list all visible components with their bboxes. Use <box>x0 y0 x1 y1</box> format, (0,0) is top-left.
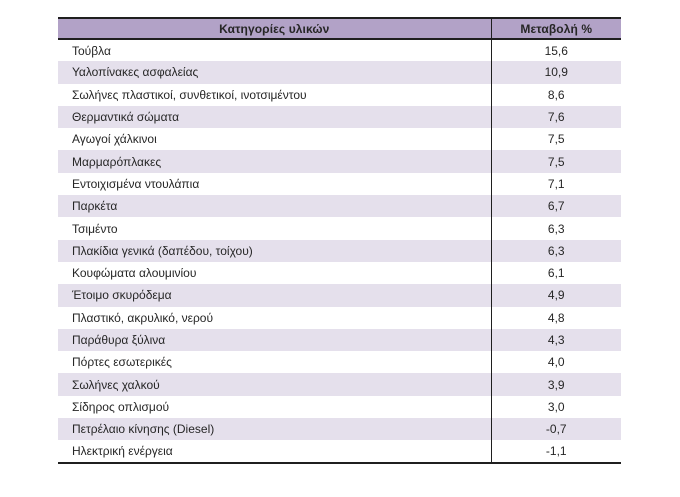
table-row: Παράθυρα ξύλινα 4,3 <box>58 328 621 352</box>
change-value-cell: 6,7 <box>490 195 621 218</box>
material-category-cell: Πλακίδια γενικά (δαπέδου, τοίχου) <box>58 239 491 262</box>
table-row: Πλακίδια γενικά (δαπέδου, τοίχου) 6,3 <box>58 239 621 262</box>
change-value-cell: 3,9 <box>490 373 621 396</box>
change-value-cell: 6,3 <box>490 217 621 240</box>
change-value-cell: 4,9 <box>490 284 621 307</box>
change-value-cell: 6,3 <box>490 239 621 262</box>
table-row: Ηλεκτρική ενέργεια -1,1 <box>58 440 621 463</box>
material-category-cell: Τσιμέντο <box>72 221 118 236</box>
change-value-cell: 6,1 <box>490 261 621 285</box>
material-category-cell: Τούβλα <box>72 43 111 58</box>
table-row: Έτοιμο σκυρόδεμα 4,9 <box>58 284 621 307</box>
table-row: Πλαστικό, ακρυλικό, νερού 4,8 <box>58 306 621 329</box>
change-value-cell: -0,7 <box>490 418 621 441</box>
material-category-cell: Κουφώματα αλουμινίου <box>72 266 197 281</box>
change-value-cell: 7,1 <box>490 172 621 196</box>
material-category-cell: Πετρέλαιο κίνησης (Diesel) <box>58 418 491 441</box>
change-value-cell: 3,0 <box>490 395 621 419</box>
change-value-cell: 7,5 <box>490 128 621 151</box>
material-category-cell: Παράθυρα ξύλινα <box>58 328 491 352</box>
table-row: Παρκέτα 6,7 <box>58 195 621 218</box>
table-row: Τσιμέντο 6,3 <box>58 217 621 240</box>
material-category-cell: Σωλήνες πλαστικοί, συνθετικοί, ινοτσιμέν… <box>72 87 307 102</box>
document-page-table-area: Κατηγορίες υλικών Μεταβολή % Τούβλα 15,6… <box>58 17 621 464</box>
table-row: Πόρτες εσωτερικές 4,0 <box>58 351 621 374</box>
table-body: Τούβλα 15,6 Υαλοπίνακες ασφαλείας 10,9 Σ… <box>58 39 621 463</box>
table-row: Εντοιχισμένα ντουλάπια 7,1 <box>58 172 621 196</box>
materials-change-table: Κατηγορίες υλικών Μεταβολή % Τούβλα 15,6… <box>58 17 621 464</box>
material-category-cell: Εντοιχισμένα ντουλάπια <box>72 176 200 191</box>
material-category-cell: Πόρτες εσωτερικές <box>72 355 172 370</box>
table-row: Κουφώματα αλουμινίου 6,1 <box>58 261 621 285</box>
change-value-cell: 8,6 <box>490 83 621 106</box>
change-value-cell: 7,6 <box>490 105 621 129</box>
change-value-cell: -1,1 <box>490 440 621 463</box>
material-category-cell: Σίδηρος οπλισμού <box>72 399 170 414</box>
change-value-cell: 4,8 <box>490 306 621 329</box>
change-value-cell: 4,3 <box>490 328 621 352</box>
table-row: Τούβλα 15,6 <box>58 39 621 62</box>
material-category-cell: Έτοιμο σκυρόδεμα <box>58 284 491 307</box>
material-category-cell: Πλαστικό, ακρυλικό, νερού <box>72 310 214 325</box>
table-row: Αγωγοί χάλκινοι 7,5 <box>58 128 621 151</box>
material-category-cell: Αγωγοί χάλκινοι <box>72 132 157 147</box>
table-row: Πετρέλαιο κίνησης (Diesel) -0,7 <box>58 418 621 441</box>
table-row: Θερμαντικά σώματα 7,6 <box>58 105 621 129</box>
material-category-cell: Θερμαντικά σώματα <box>58 105 491 129</box>
table-row: Σίδηρος οπλισμού 3,0 <box>58 395 621 419</box>
table-row: Μαρμαρόπλακες 7,5 <box>58 150 621 173</box>
change-value-cell: 10,9 <box>490 61 621 84</box>
material-category-cell: Υαλοπίνακες ασφαλείας <box>58 61 491 84</box>
change-value-cell: 7,5 <box>490 150 621 173</box>
table-row: Υαλοπίνακες ασφαλείας 10,9 <box>58 61 621 84</box>
table-row: Σωλήνες πλαστικοί, συνθετικοί, ινοτσιμέν… <box>58 83 621 106</box>
change-value-cell: 4,0 <box>490 351 621 374</box>
table-row: Σωλήνες χαλκού 3,9 <box>58 373 621 396</box>
table-header-row: Κατηγορίες υλικών Μεταβολή % <box>58 18 621 40</box>
material-category-cell: Παρκέτα <box>58 195 491 218</box>
material-category-cell: Ηλεκτρική ενέργεια <box>72 443 173 458</box>
column-header-categories: Κατηγορίες υλικών <box>58 18 491 40</box>
material-category-cell: Μαρμαρόπλακες <box>58 150 491 173</box>
change-value-cell: 15,6 <box>490 39 621 62</box>
column-header-change: Μεταβολή % <box>490 18 621 40</box>
material-category-cell: Σωλήνες χαλκού <box>58 373 491 396</box>
